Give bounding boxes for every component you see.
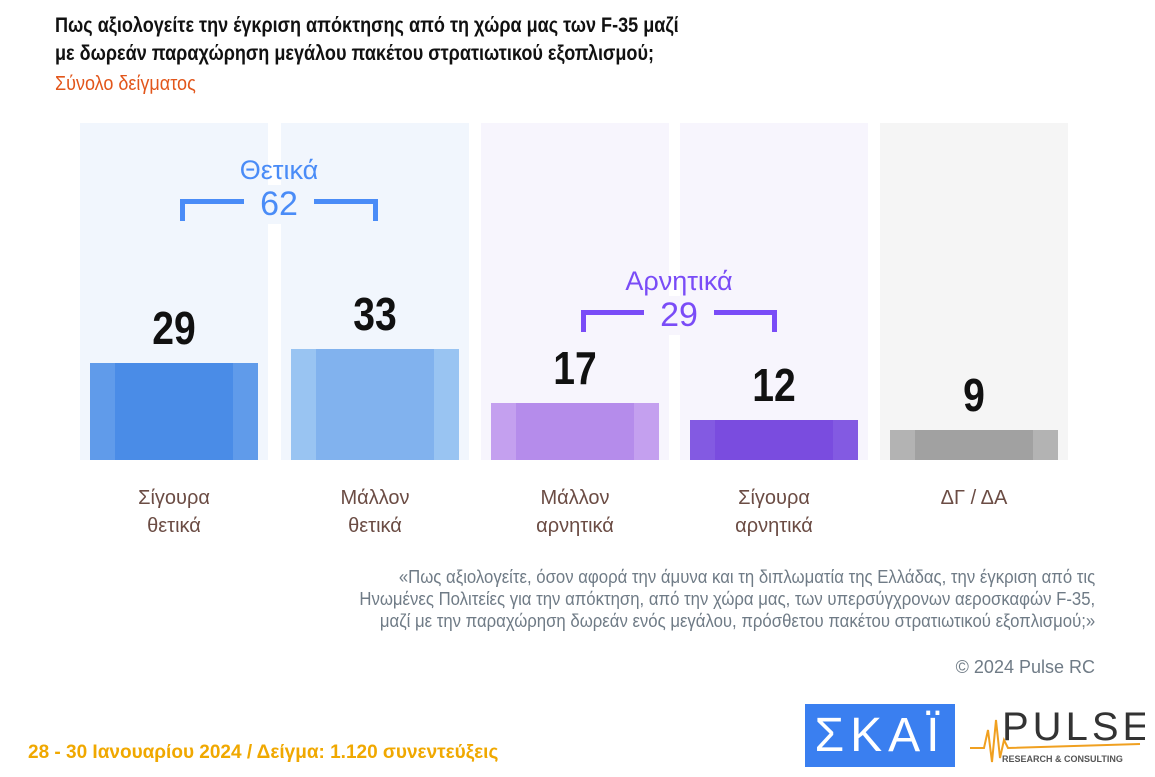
data-label: 17 — [553, 342, 597, 395]
bar — [890, 429, 1058, 460]
note-line: Ηνωμένες Πολιτείες για την απόκτηση, από… — [359, 589, 1095, 609]
chart-subtitle: Σύνολο δείγματος — [55, 73, 196, 95]
category-line: αρνητικά — [536, 515, 614, 537]
skai-logo: ΣΚΑΪ — [805, 704, 955, 767]
data-label: 9 — [963, 368, 985, 421]
bar — [690, 419, 858, 460]
note-line: μαζί με την παραχώρηση δωρεάν ενός μεγάλ… — [379, 611, 1095, 631]
data-label: 12 — [752, 358, 796, 411]
bar — [90, 362, 258, 460]
category-line: Μάλλον — [340, 487, 410, 509]
category-line: θετικά — [348, 515, 402, 537]
category-label: Σίγουρα αρνητικά — [680, 484, 868, 540]
bar-core — [715, 419, 833, 460]
category-line: Σίγουρα — [738, 487, 810, 509]
group-value: 62 — [244, 185, 314, 224]
bar-panel — [680, 123, 868, 460]
category-line: αρνητικά — [735, 515, 813, 537]
bar-core — [316, 349, 434, 460]
category-label: Σίγουρα θετικά — [80, 484, 268, 540]
category-line: ΔΓ / ΔΑ — [940, 487, 1008, 509]
category-label: Μάλλον αρνητικά — [481, 484, 669, 540]
data-label: 33 — [353, 288, 397, 341]
group-label: Θετικά — [239, 155, 319, 185]
group-value: 29 — [644, 296, 714, 335]
data-label: 29 — [152, 301, 196, 354]
pulse-logo: PULSE RESEARCH & CONSULTING — [970, 705, 1145, 764]
title-line: Πως αξιολογείτε την έγκριση απόκτησης απ… — [55, 14, 679, 37]
bar — [491, 403, 659, 460]
svg-text:PULSE: PULSE — [1002, 705, 1145, 749]
survey-footer: 28 - 30 Ιανουαρίου 2024 / Δείγμα: 1.120 … — [28, 742, 499, 763]
category-label: ΔΓ / ΔΑ — [880, 484, 1068, 512]
group-label: Αρνητικά — [625, 266, 733, 296]
note-line: «Πως αξιολογείτε, όσον αφορά την άμυνα κ… — [398, 567, 1095, 587]
question-note: «Πως αξιολογείτε, όσον αφορά την άμυνα κ… — [359, 566, 1095, 632]
title-line: με δωρεάν παραχώρηση μεγάλου πακέτου στρ… — [55, 42, 654, 65]
bar-panel — [880, 123, 1068, 460]
copyright: © 2024 Pulse RC — [955, 657, 1095, 677]
category-line: θετικά — [147, 515, 201, 537]
chart-title: Πως αξιολογείτε την έγκριση απόκτησης απ… — [55, 12, 679, 68]
category-line: Μάλλον — [540, 487, 610, 509]
svg-text:RESEARCH & CONSULTING: RESEARCH & CONSULTING — [1002, 754, 1123, 764]
bar — [291, 349, 459, 460]
bar-core — [516, 403, 634, 460]
category-line: Σίγουρα — [138, 487, 210, 509]
category-label: Μάλλον θετικά — [281, 484, 469, 540]
bar-core — [915, 429, 1033, 460]
bar-core — [115, 362, 233, 460]
